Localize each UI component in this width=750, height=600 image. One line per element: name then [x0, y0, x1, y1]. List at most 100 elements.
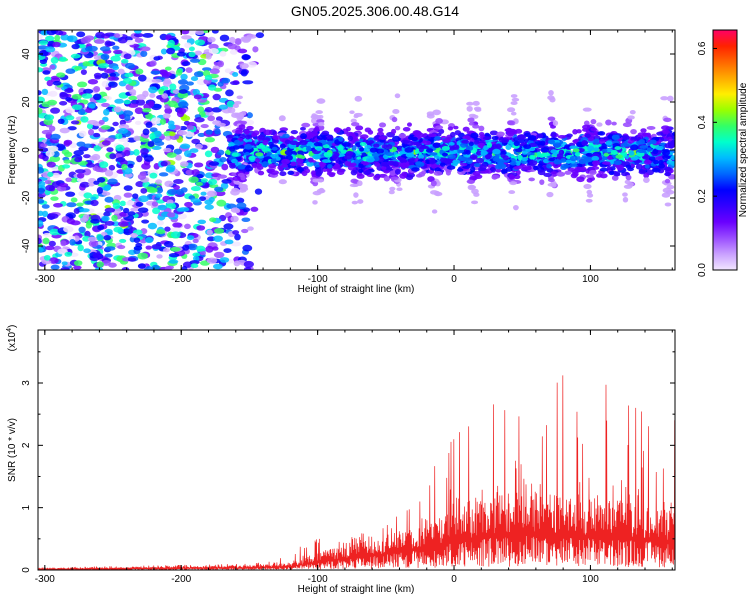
spectrogram-cell	[166, 212, 176, 218]
spectrogram-cell	[398, 133, 407, 139]
spectrogram-cell	[468, 113, 477, 118]
spectrogram-cell	[219, 257, 230, 263]
spectrogram-cell	[500, 153, 506, 158]
spectrogram-cell	[100, 53, 110, 60]
spectrogram-cell	[411, 136, 418, 142]
spectrogram-cell	[637, 148, 647, 154]
spectrogram-cell	[41, 129, 53, 135]
spectrogram-cell	[83, 192, 93, 199]
spectrogram-cell	[130, 232, 138, 238]
spectrogram-cell	[350, 178, 358, 184]
spectrogram-cell	[230, 80, 240, 86]
spectrogram-cell	[277, 165, 284, 170]
spectrogram-cell	[82, 61, 90, 67]
spectrogram-cell	[173, 148, 183, 155]
spectrogram-cell	[611, 175, 619, 181]
spectrogram-cell	[52, 41, 61, 48]
spectrogram-cell	[364, 145, 372, 149]
spectrogram-cell	[168, 252, 180, 258]
spectrogram-cell	[137, 173, 147, 180]
spectrogram-cell	[550, 182, 557, 188]
spectrogram-cell	[494, 143, 502, 150]
x-tick-label: 0	[451, 274, 457, 285]
spectrogram-cell	[473, 163, 481, 168]
spectrogram-cell	[375, 148, 385, 154]
spectrogram-cell	[204, 107, 213, 113]
spectrogram-cell	[125, 201, 135, 206]
spectrogram-cell	[135, 68, 144, 75]
spectrogram-cell	[406, 122, 412, 127]
spectrogram-cell	[129, 88, 137, 96]
spectrogram-cell	[523, 144, 532, 150]
spectrogram-cell	[173, 184, 180, 190]
spectrogram-cell	[425, 148, 434, 153]
spectrogram-cell	[593, 147, 600, 152]
snr-series-group	[38, 375, 675, 570]
spectrogram-cell	[38, 40, 49, 46]
spectrogram-cell	[179, 143, 191, 149]
spectrogram-cell	[458, 155, 465, 162]
spectrogram-cell	[642, 132, 649, 137]
spectrogram-cell	[140, 50, 148, 57]
spectrogram-cell	[45, 46, 56, 53]
spectrogram-cell	[407, 158, 417, 164]
spectrogram-cell	[613, 160, 622, 166]
spectrogram-cell	[427, 133, 437, 138]
spectrogram-cell	[261, 161, 269, 168]
spectrogram-cell	[39, 49, 49, 57]
spectrogram-cell	[73, 260, 83, 266]
spectrogram-cell	[204, 137, 216, 143]
spectrogram-cell	[124, 62, 136, 69]
spectrogram-cell	[192, 238, 199, 244]
spectrogram-cell	[108, 262, 117, 268]
spectrogram-cell	[204, 75, 213, 81]
spectrogram-cell	[241, 228, 249, 234]
spectrogram-cell	[135, 99, 146, 106]
spectrogram-cell	[61, 149, 70, 155]
spectrogram-cell	[196, 245, 206, 252]
spectrogram-cell	[125, 39, 136, 46]
spectrogram-cell	[581, 140, 588, 146]
spectrogram-cell	[200, 124, 209, 129]
spectrogram-cell	[478, 125, 485, 132]
spectrogram-cell	[44, 114, 55, 121]
spectrogram-cell	[227, 134, 235, 139]
spectrogram-cell	[108, 81, 118, 88]
spectrogram-cell	[135, 181, 145, 188]
spectrogram-cell	[452, 159, 461, 165]
spectrogram-cell	[38, 147, 49, 153]
spectrogram-cell	[200, 191, 207, 196]
colorbar-tick-label: 0.4	[697, 115, 708, 129]
spectrogram-cell	[358, 168, 364, 174]
spectrogram-cell	[151, 244, 162, 250]
spectrogram-cell	[74, 157, 83, 163]
spectrogram-cell	[622, 196, 629, 203]
spectrogram-cell	[77, 244, 84, 252]
spectrogram-cell	[224, 68, 232, 74]
spectrogram-cell	[168, 124, 176, 130]
spectrogram-cell	[44, 180, 52, 185]
spectrogram-cell	[584, 156, 594, 163]
spectrogram-cell	[145, 121, 153, 129]
spectrogram-cell	[38, 198, 45, 204]
y-tick-label: 0	[21, 567, 32, 573]
spectrogram-cell	[38, 67, 44, 73]
spectrogram-cell	[56, 185, 67, 192]
spectrogram-cell	[193, 94, 202, 100]
spectrogram-cell	[66, 218, 76, 225]
spectrogram-cell	[209, 217, 217, 223]
spectrogram-cell	[591, 155, 600, 162]
colorbar-tick-label: 0.0	[697, 263, 708, 277]
spectrogram-cell	[93, 86, 101, 93]
spectrogram-cell	[336, 169, 345, 176]
spectrogram-cell	[521, 150, 528, 155]
spectrogram-cell	[296, 158, 304, 164]
spectrogram-cell	[469, 185, 477, 190]
spectrogram-cell	[660, 96, 669, 101]
spectrogram-cell	[385, 151, 395, 156]
spectrogram-cell	[135, 201, 144, 207]
spectrogram-cell	[347, 165, 356, 171]
spectrogram-cell	[652, 167, 661, 173]
spectrogram-cell	[142, 181, 151, 189]
